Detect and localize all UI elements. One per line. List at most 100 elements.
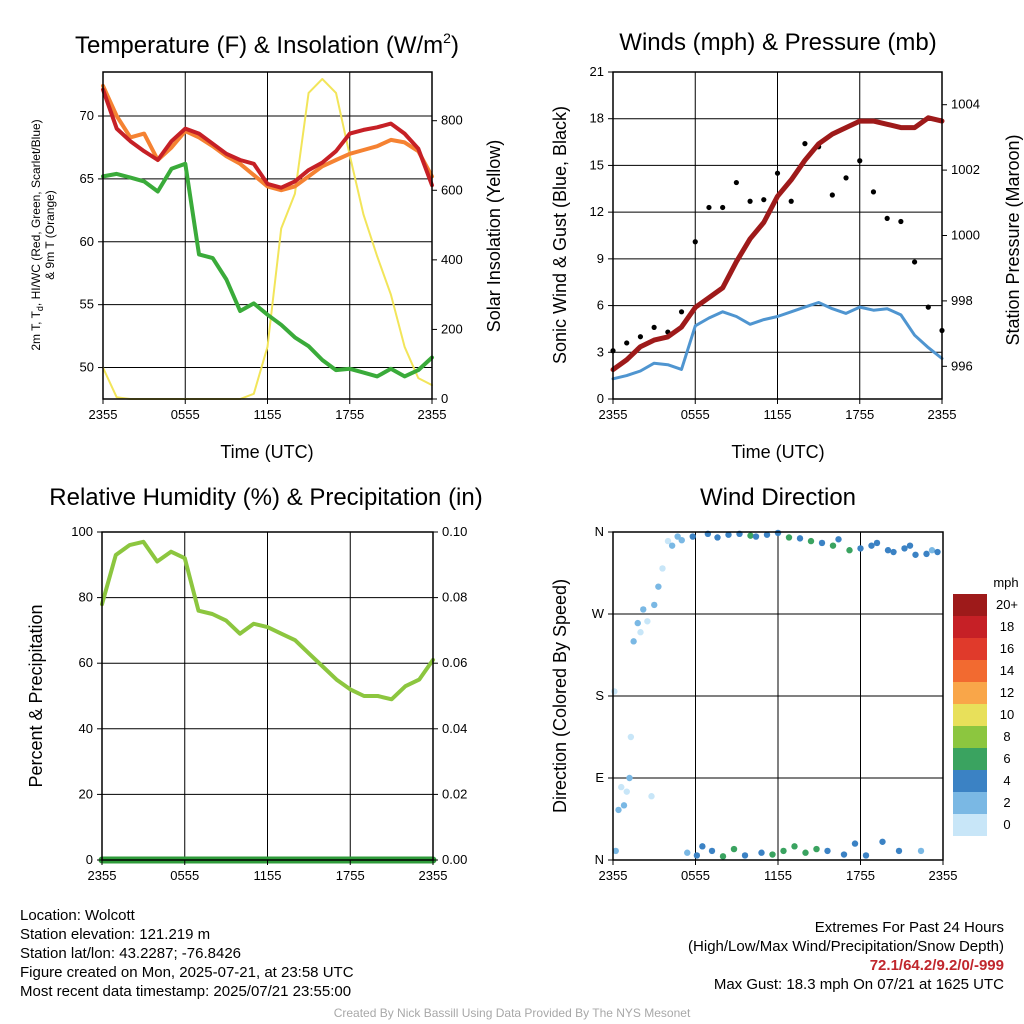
direction-point [868,542,875,549]
gust-point [720,204,726,211]
direction-point [664,537,672,545]
direction-point [873,539,881,547]
temperature-series [101,78,434,400]
gust-point [898,218,904,225]
direction-point [857,545,864,552]
direction-point [620,802,628,809]
wind-ytick-label: 3 [597,344,604,359]
colorbar-label: 0 [1003,817,1010,832]
colorbar-swatch [953,682,987,704]
speed-colorbar: 20+ 18 16 14 12 10 8 6 4 2 0 [953,594,1018,836]
rh-xtick-label: 2355 [419,868,448,883]
direction-point [651,601,658,609]
station-elevation: Station elevation: 121.219 m [20,926,211,943]
extremes-description: (High/Low/Max Wind/Precipitation/Snow De… [688,938,1004,955]
dir-ytick-label: N [595,524,604,539]
direction-point [884,547,892,554]
direction-point [644,618,651,625]
direction-point [714,534,721,541]
gust-point [774,170,781,176]
gust-point [925,304,931,310]
direction-point [791,843,798,850]
credit-line: Created By Nick Bassill Using Data Provi… [333,1006,691,1020]
direction-point [611,688,618,695]
direction-point [928,547,936,554]
gust-point [884,215,890,221]
gust-point [706,204,712,211]
dir-ytick-label: E [595,770,604,785]
direction-point [758,849,765,856]
colorbar-swatch [953,748,987,770]
direction-point [774,529,782,537]
rh-ytick-label: 100 [71,524,93,539]
temperature-ylabel-left-line1: 2m T, Td, HI/WC (Red, Green, Scarlet/Blu… [29,119,45,350]
rh-xtick-label: 0555 [170,868,199,883]
temperature-panel: Temperature (F) & Insolation (W/m2) 2355… [29,30,504,462]
direction-point [917,847,925,855]
direction-point [752,533,760,540]
station-info: Location: Wolcott Station elevation: 121… [20,906,354,1001]
temperature-series-line [101,161,434,379]
temperature-ylabel-right: Solar Insolation (Yellow) [484,140,504,332]
temp-ytick-right-label: 800 [441,113,463,128]
colorbar-label: 10 [1000,707,1014,722]
max-gust: Max Gust: 18.3 mph On 07/21 at 1625 UTC [713,976,1004,993]
direction-point [796,535,804,542]
humidity-title: Relative Humidity (%) & Precipitation (i… [49,484,482,511]
direction-point [763,531,771,538]
colorbar-swatch [953,704,987,726]
extremes-values: 72.1/64.2/9.2/0/-999 [869,957,1004,974]
wind-speed-line [611,301,944,381]
wind-grid [613,72,942,399]
direction-point [829,542,837,549]
wind-xtick-label: 1155 [764,407,792,422]
wind-ytick-label: 6 [597,298,604,313]
rh-ytick-right-label: 0.10 [442,524,467,539]
direction-point [612,847,619,855]
direction-point [813,845,820,853]
temperature-xlabel: Time (UTC) [220,442,313,462]
wind-ytick-label: 18 [590,111,604,126]
wind-xtick-label: 2355 [599,407,628,422]
colorbar-swatch [953,638,987,660]
humidity-ticks: 2355 0555 1155 1755 23550204060801000.000.02… [71,524,467,883]
gust-point [733,179,739,186]
direction-point [802,849,809,856]
temp-ytick-right-label: 200 [441,321,463,336]
dir-xtick-label: 2355 [929,868,958,883]
colorbar-swatch [953,616,987,638]
direction-point [699,843,706,850]
colorbar-swatch [953,594,987,616]
dir-ytick-label: N [595,852,604,867]
wind-xtick-label: 2355 [928,407,957,422]
colorbar-swatch [953,814,987,836]
temp-xtick-label: 2355 [89,407,118,422]
direction-title: Wind Direction [700,484,856,511]
gust-point [651,324,657,330]
direction-point [637,629,644,636]
direction-point [623,788,630,795]
wind-series [610,115,945,381]
temp-ytick-label: 65 [80,171,94,186]
direction-point [674,533,681,540]
gust-point [637,334,644,340]
rh-ytick-right-label: 0.04 [442,721,467,736]
wind-ytick-label: 21 [590,64,604,79]
colorbar-label: 20+ [996,597,1018,612]
humidity-line [100,539,435,702]
direction-point [741,852,749,859]
gust-point [761,197,767,203]
direction-point [655,583,662,590]
direction-point [684,849,691,856]
gust-point [788,198,794,204]
direction-series [611,529,941,860]
temp-ytick-right-label: 400 [441,252,463,267]
direction-point [708,847,716,855]
temperature-ylabel-left-line2: & 9m T (Orange) [43,190,57,280]
wind-ytick-label: 9 [597,251,604,266]
colorbar-label: 4 [1003,773,1010,788]
wind-xlabel: Time (UTC) [731,442,824,462]
direction-point [846,547,853,554]
gust-point [692,239,698,245]
